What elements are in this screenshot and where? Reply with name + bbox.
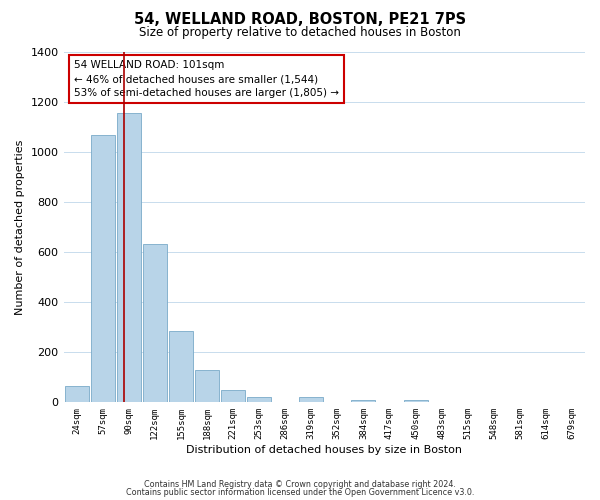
Bar (352, 400, 376, 402)
Bar (247, 398, 271, 402)
Text: 54, WELLAND ROAD, BOSTON, PE21 7PS: 54, WELLAND ROAD, BOSTON, PE21 7PS (134, 12, 466, 28)
Bar (404, 400, 428, 402)
Y-axis label: Number of detached properties: Number of detached properties (15, 139, 25, 314)
Text: Contains public sector information licensed under the Open Government Licence v3: Contains public sector information licen… (126, 488, 474, 497)
Text: Size of property relative to detached houses in Boston: Size of property relative to detached ho… (139, 26, 461, 39)
Bar (143, 244, 167, 402)
Bar (221, 390, 245, 402)
Bar (91, 136, 115, 402)
Bar (65, 386, 89, 402)
Bar (169, 331, 193, 402)
Text: 54 WELLAND ROAD: 101sqm
← 46% of detached houses are smaller (1,544)
53% of semi: 54 WELLAND ROAD: 101sqm ← 46% of detache… (74, 60, 339, 98)
Text: Contains HM Land Registry data © Crown copyright and database right 2024.: Contains HM Land Registry data © Crown c… (144, 480, 456, 489)
Bar (299, 398, 323, 402)
Bar (117, 113, 141, 403)
X-axis label: Distribution of detached houses by size in Boston: Distribution of detached houses by size … (186, 445, 462, 455)
Bar (195, 370, 219, 402)
